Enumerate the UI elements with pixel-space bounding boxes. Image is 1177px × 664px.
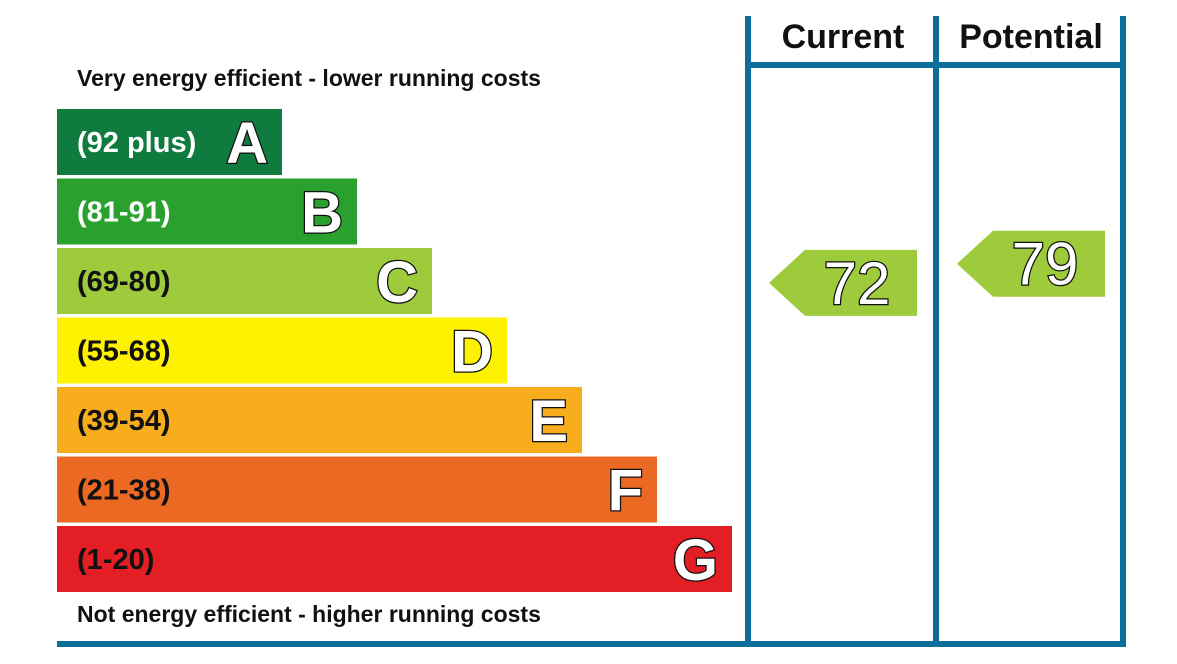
current-column-header: Current: [782, 18, 905, 56]
band-e-range: (39-54): [77, 405, 171, 437]
potential-rating-value: 79: [1012, 231, 1079, 298]
band-a-range: (92 plus): [77, 127, 196, 159]
band-g-range: (1-20): [77, 544, 154, 576]
band-f-range: (21-38): [77, 475, 171, 507]
band-f-bar: [57, 456, 657, 523]
band-g-letter: G: [673, 528, 718, 593]
current-column-left-border: [745, 16, 751, 644]
band-a-bar: [57, 109, 282, 175]
band-f-letter: F: [608, 459, 643, 524]
band-b-letter: B: [301, 181, 343, 246]
chart-frame: [57, 16, 1126, 647]
current-rating-value: 72: [824, 250, 891, 317]
band-c-bar: [57, 248, 432, 314]
band-c-range: (69-80): [77, 266, 171, 298]
band-c-letter: C: [376, 250, 418, 315]
potential-column-header: Potential: [959, 18, 1103, 56]
column-divider: [933, 16, 939, 644]
header-separator: [745, 62, 1126, 68]
bottom-caption: Not energy efficient - higher running co…: [77, 601, 541, 627]
potential-rating-arrow: [957, 230, 1105, 297]
band-e-letter: E: [529, 389, 568, 454]
band-d-letter: D: [451, 320, 493, 385]
band-d-range: (55-68): [77, 336, 171, 368]
band-b-bar: [57, 178, 357, 245]
band-b-range: (81-91): [77, 197, 171, 229]
band-d-bar: [57, 317, 507, 384]
potential-column-right-border: [1120, 16, 1126, 644]
current-rating-arrow: [769, 249, 917, 316]
bottom-border: [57, 641, 1126, 647]
rating-pointers: 72 79: [769, 229, 1105, 318]
rating-bands: (92 plus) A (81-91) B (69-80) C (55-68) D (39-54…: [57, 109, 732, 594]
band-e-bar: [57, 387, 582, 453]
band-g-bar: [57, 526, 732, 592]
band-a-letter: A: [226, 111, 268, 176]
top-caption: Very energy efficient - lower running co…: [77, 65, 541, 91]
